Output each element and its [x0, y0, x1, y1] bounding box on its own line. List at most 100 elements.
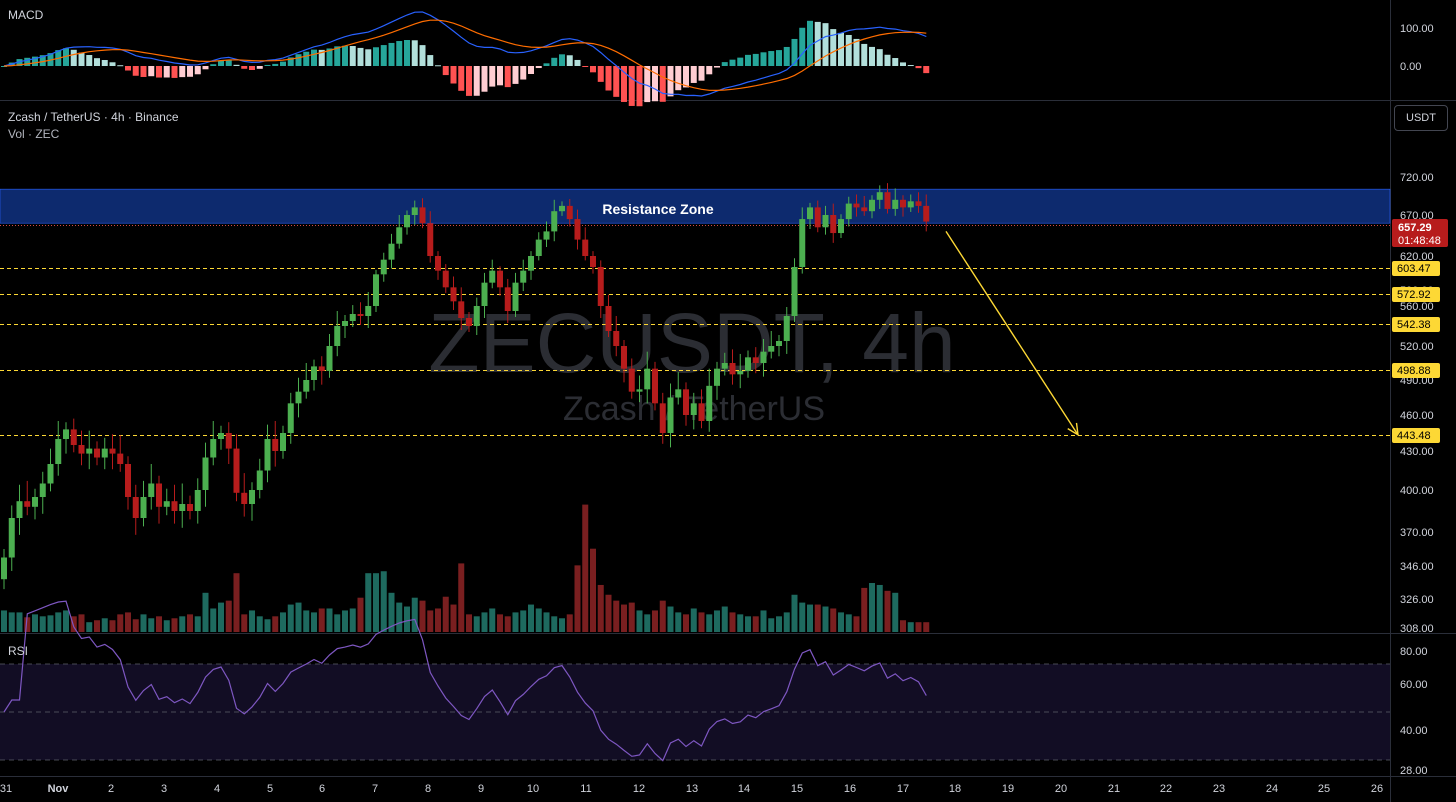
macd-histogram-bar: [396, 41, 403, 66]
volume-bar: [783, 612, 790, 632]
candle: [605, 306, 612, 331]
candle: [644, 368, 651, 390]
time-tick-label: 13: [686, 783, 698, 795]
macd-histogram-bar: [380, 45, 387, 66]
macd-histogram-bar: [528, 66, 534, 75]
candle: [869, 199, 875, 212]
macd-histogram-bar: [814, 21, 821, 66]
volume-bar: [125, 612, 131, 632]
candle: [210, 439, 217, 458]
level-badge-label: 542.38: [1397, 319, 1431, 331]
volume-bar: [404, 606, 410, 632]
volume-bar: [419, 600, 426, 632]
candle: [845, 203, 852, 220]
time-tick-label: 17: [897, 783, 909, 795]
volume-bar: [861, 587, 868, 632]
candle: [109, 448, 116, 454]
price-tick-label: 400.00: [1400, 485, 1434, 497]
macd-histogram-bar: [94, 58, 100, 66]
candle: [489, 270, 496, 283]
volume-bar: [690, 608, 697, 632]
time-tick-label: 15: [791, 783, 803, 795]
candle: [466, 318, 472, 326]
candle: [342, 321, 348, 326]
macd-histogram-bar: [907, 65, 914, 67]
price-tick-label: 460.00: [1400, 410, 1434, 422]
time-tick-label: 11: [580, 783, 591, 795]
candle: [729, 363, 736, 375]
last-price-value: 657.29: [1398, 222, 1432, 234]
macd-histogram-bar: [24, 57, 31, 66]
candle: [63, 429, 69, 439]
candle: [473, 306, 480, 326]
time-tick-label: 2: [108, 783, 114, 795]
volume-bar: [171, 618, 178, 632]
candle: [39, 483, 46, 497]
macd-histogram-bar: [706, 66, 713, 75]
macd-histogram-bar: [241, 66, 248, 69]
candle: [311, 366, 317, 380]
candle: [559, 205, 565, 212]
candle: [652, 368, 658, 404]
candle: [721, 363, 728, 369]
macd-histogram-bar: [442, 66, 449, 76]
candle: [481, 282, 488, 306]
macd-histogram-bar: [388, 42, 395, 66]
candle: [760, 351, 767, 363]
volume-bar: [342, 610, 348, 632]
rsi-pane-label: RSI: [8, 644, 29, 658]
volume-bar: [466, 614, 472, 632]
candle: [520, 270, 527, 283]
volume-bar: [892, 592, 899, 632]
volume-bar: [156, 616, 162, 632]
level-badge-label: 443.48: [1397, 430, 1431, 442]
macd-histogram-bar: [605, 66, 612, 91]
candle: [892, 199, 899, 209]
candle: [70, 429, 77, 445]
macd-histogram-bar: [791, 38, 798, 66]
volume-bar: [70, 616, 77, 632]
macd-histogram-bar: [194, 66, 201, 75]
time-tick-label: 16: [844, 783, 856, 795]
candle: [504, 287, 511, 311]
volume-bar: [373, 573, 379, 632]
candle: [737, 370, 744, 375]
candle: [419, 207, 426, 224]
macd-histogram-bar: [16, 59, 23, 66]
rsi-tick-label: 80.00: [1400, 646, 1428, 658]
candle: [582, 239, 589, 256]
time-tick-label: 24: [1266, 783, 1278, 795]
macd-histogram-bar: [628, 66, 635, 106]
time-tick-label: 7: [372, 783, 378, 795]
candle: [690, 403, 697, 415]
volume-bar: [303, 610, 310, 632]
time-tick-label: 5: [267, 783, 273, 795]
candle: [900, 199, 906, 208]
currency-selector[interactable]: USDT: [1394, 105, 1448, 131]
volume-bar: [256, 616, 263, 632]
candle: [714, 368, 720, 386]
volume-bar: [644, 614, 651, 632]
candle: [349, 314, 356, 321]
candle: [318, 366, 325, 371]
candle: [171, 501, 178, 511]
candle: [280, 433, 286, 451]
macd-histogram-bar: [915, 66, 922, 69]
price-tick-label: 308.00: [1400, 623, 1434, 635]
volume-bar: [497, 614, 503, 632]
volume-bar: [752, 616, 759, 632]
macd-histogram-bar: [590, 66, 596, 73]
volume-bar: [822, 606, 829, 632]
macd-histogram-bar: [923, 66, 930, 74]
candle: [179, 504, 186, 511]
candle: [125, 464, 131, 497]
macd-histogram-bar: [566, 55, 573, 66]
volume-bar: [396, 602, 403, 632]
projection-arrow-line: [945, 231, 1079, 436]
signal-line: [3, 19, 927, 92]
volume-bar: [94, 620, 100, 632]
candle: [683, 389, 689, 415]
candle: [187, 504, 193, 511]
macd-histogram-bar: [148, 66, 155, 77]
